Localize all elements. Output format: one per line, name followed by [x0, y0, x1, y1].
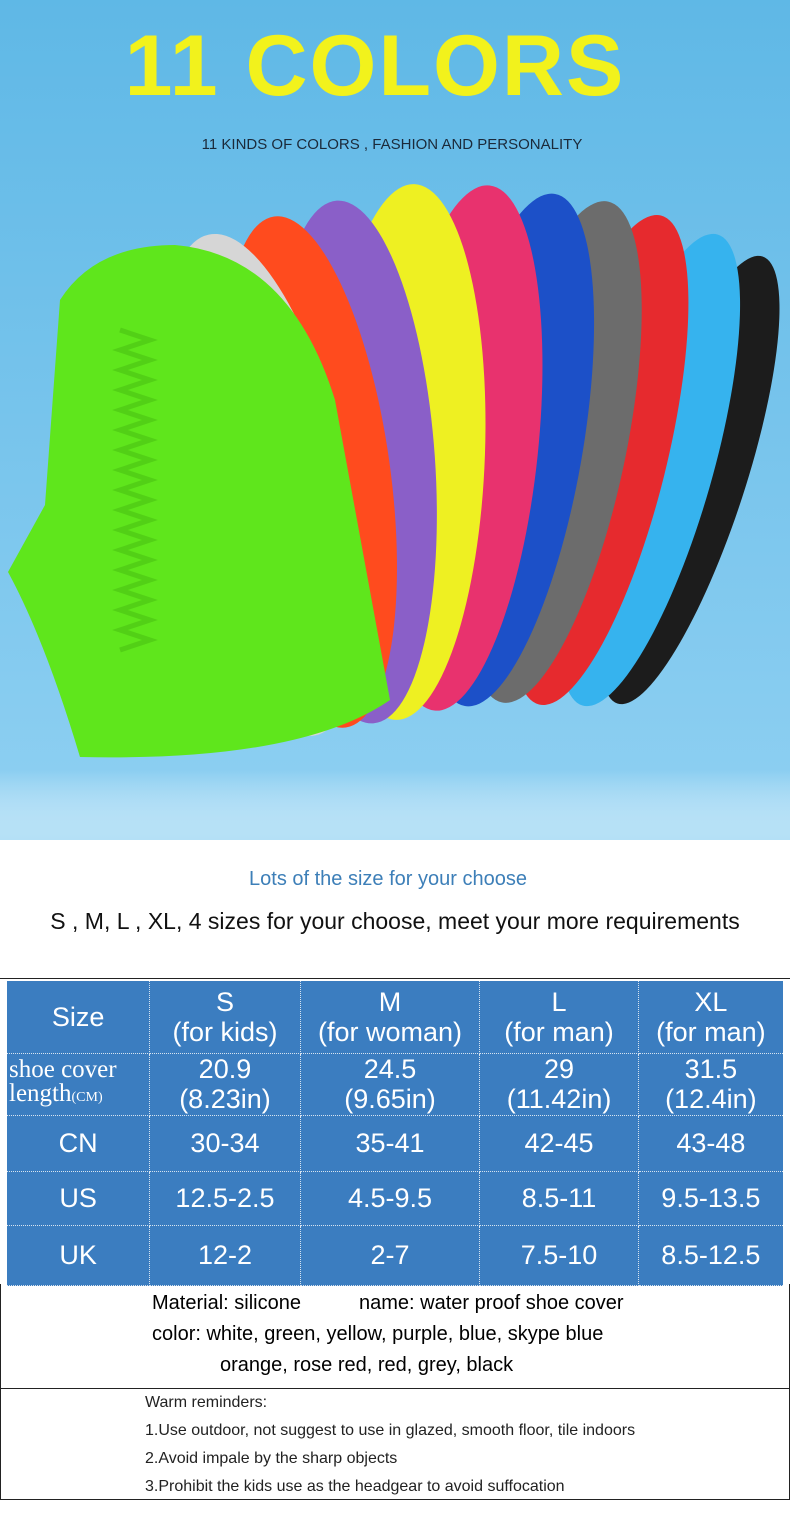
cell-text: length [9, 1080, 72, 1107]
cell-text: 24.5 [363, 1054, 417, 1084]
header-cell: M (for woman) [299, 981, 481, 1054]
cell-text: (9.65in) [344, 1084, 436, 1114]
table-cell: 8.5-11 [479, 1170, 639, 1226]
table-cell: 8.5-12.5 [637, 1224, 783, 1286]
table-row: CN 30-34 35-41 42-45 43-48 [7, 1114, 783, 1172]
table-cell: US [7, 1170, 151, 1226]
material: Material: silicone [152, 1292, 301, 1314]
cell-text: 8.5-11 [521, 1183, 597, 1213]
cell-text: 8.5-12.5 [661, 1240, 761, 1270]
cell-text: 4.5-9.5 [347, 1183, 433, 1213]
cell-text: 12-2 [197, 1240, 252, 1270]
info-box: Material: silicone name: water proof sho… [0, 1284, 790, 1389]
colors: color: white, green, yellow, purple, blu… [152, 1323, 604, 1345]
table-cell: 42-45 [479, 1114, 639, 1172]
cell-text: (for man) [656, 1016, 766, 1047]
cell-text: CN [58, 1128, 98, 1158]
cell-text: (12.4in) [665, 1084, 757, 1114]
reminder-item: 2.Avoid impale by the sharp objects [145, 1450, 398, 1467]
table-cell: 9.5-13.5 [637, 1170, 783, 1226]
table-cell: 7.5-10 [479, 1224, 639, 1286]
header-cell: Size [7, 981, 151, 1054]
reminder-item: 3.Prohibit the kids use as the headgear … [145, 1478, 565, 1495]
table-row: US 12.5-2.5 4.5-9.5 8.5-11 9.5-13.5 [7, 1170, 783, 1226]
header-cell: S (for kids) [149, 981, 301, 1054]
header-cell: XL (for man) [637, 981, 783, 1054]
table-cell: 12.5-2.5 [149, 1170, 301, 1226]
header-row: Size S (for kids) M (for woman) L (for man) XL(… [7, 981, 783, 1054]
cell-text: 7.5-10 [520, 1240, 598, 1270]
cell-text: 43-48 [676, 1128, 746, 1158]
reminders-box: Warm reminders: 1.Use outdoor, not sugge… [0, 1388, 790, 1500]
table-cell: 2-7 [299, 1224, 481, 1286]
table-cell: UK [7, 1224, 151, 1286]
row-label: shoe cover length(CM) [7, 1052, 151, 1116]
cell-text: XL [694, 986, 728, 1017]
table-cell: 12-2 [149, 1224, 301, 1286]
size-text: S , M, L , XL, 4 sizes for your choose, … [50, 908, 740, 934]
banner: 11 COLORS 11 KINDS OF COLORS , FASHION A… [0, 0, 790, 840]
cell-text: Size [51, 1001, 105, 1032]
reminders-title: Warm reminders: [145, 1394, 268, 1411]
cell-text: (8.23in) [179, 1084, 271, 1114]
shoe-covers [8, 184, 780, 758]
cell-text: M [378, 986, 402, 1017]
colors: orange, rose red, red, grey, black [220, 1354, 514, 1376]
cell-text: (11.42in) [506, 1084, 612, 1114]
size-heading: Lots of the size for your choose [249, 868, 527, 890]
cell-text: 30-34 [190, 1128, 260, 1158]
table-cell: 35-41 [299, 1114, 481, 1172]
cell-text: (for kids) [172, 1016, 278, 1047]
cell-text: S [215, 986, 234, 1017]
reflection [0, 770, 790, 840]
table-cell: CN [7, 1114, 151, 1172]
cell-text: 35-41 [355, 1128, 425, 1158]
cell-text: 12.5-2.5 [175, 1183, 275, 1213]
cell-text: UK [59, 1240, 97, 1270]
table-cell: 4.5-9.5 [299, 1170, 481, 1226]
table-cell: 43-48 [637, 1114, 783, 1172]
size-table: Size S (for kids) M (for woman) L (for man) XL(… [0, 978, 790, 1286]
cell-text: 29 [544, 1054, 575, 1084]
table-row: shoe cover length(CM) 20.9 (8.23in) 24.5 (9.6… [7, 1052, 783, 1116]
reminder-item: 1.Use outdoor, not suggest to use in gla… [145, 1422, 636, 1439]
cell-text: (for woman) [317, 1016, 462, 1047]
cell-text: L [551, 986, 567, 1017]
table-row: UK 12-2 2-7 7.5-10 8.5-12.5 [7, 1224, 783, 1286]
cell-text: shoe cover [9, 1056, 117, 1083]
product-name: name: water proof shoe cover [359, 1292, 624, 1314]
cell-text: 9.5-13.5 [661, 1183, 761, 1213]
table-grid: Size S (for kids) M (for woman) L (for man) XL(… [7, 981, 783, 1286]
cell-text: US [59, 1183, 97, 1213]
cell-text: length(CM) [9, 1080, 149, 1110]
banner-subtitle: 11 KINDS OF COLORS , FASHION AND PERSONA… [202, 136, 583, 153]
table-cell: 29 (11.42in) [479, 1052, 639, 1116]
header-cell: L (for man) [479, 981, 639, 1054]
cell-text: 42-45 [524, 1128, 594, 1158]
banner-title: 11 COLORS [125, 18, 626, 114]
cell-text: 20.9 [198, 1054, 252, 1084]
table-cell: 24.5 (9.65in) [299, 1052, 481, 1116]
cell-text: (for man) [504, 1016, 614, 1047]
unit: (CM) [71, 1090, 103, 1105]
table-cell: 20.9 (8.23in) [149, 1052, 301, 1116]
table-cell: 30-34 [149, 1114, 301, 1172]
cell-text: 2-7 [370, 1240, 410, 1270]
cell-text: 31.5 [684, 1054, 738, 1084]
table-cell: 31.5 (12.4in) [637, 1052, 783, 1116]
